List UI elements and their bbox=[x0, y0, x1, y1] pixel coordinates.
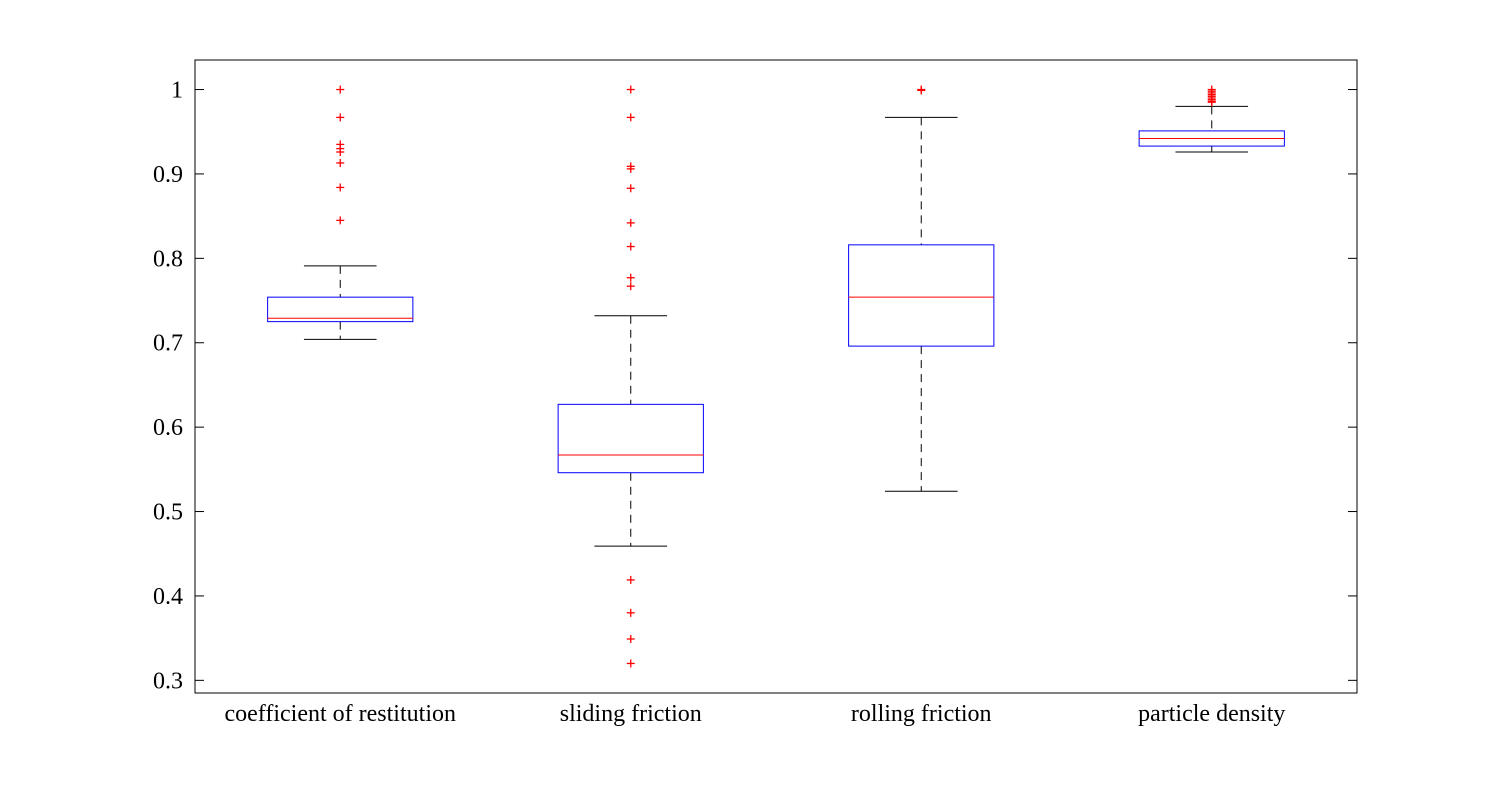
outlier-marker bbox=[626, 608, 635, 617]
outlier-marker bbox=[626, 242, 635, 251]
y-tick-label: 0.3 bbox=[153, 668, 183, 694]
y-tick-label: 0.8 bbox=[153, 246, 183, 272]
outlier-marker bbox=[336, 85, 345, 94]
y-tick-label: 0.9 bbox=[153, 162, 183, 188]
category-label: rolling friction bbox=[851, 701, 992, 727]
outlier-marker bbox=[626, 634, 635, 643]
category-label: sliding friction bbox=[560, 701, 702, 727]
iqr-box bbox=[267, 296, 414, 323]
outlier-marker bbox=[336, 216, 345, 225]
y-tick-label: 0.5 bbox=[153, 500, 183, 526]
y-tick-label: 0.6 bbox=[153, 415, 183, 441]
outlier-marker bbox=[626, 575, 635, 584]
outlier-marker bbox=[336, 158, 345, 167]
y-tick-label: 0.4 bbox=[153, 584, 183, 610]
outlier-marker bbox=[336, 147, 345, 156]
y-tick-label: 0.7 bbox=[153, 331, 183, 357]
outlier-marker bbox=[626, 273, 635, 282]
category-label: particle density bbox=[1138, 701, 1285, 727]
outlier-marker bbox=[626, 85, 635, 94]
y-tick-label: 1 bbox=[171, 78, 183, 104]
outlier-marker bbox=[626, 164, 635, 173]
outlier-marker bbox=[626, 282, 635, 291]
outlier-marker bbox=[1207, 98, 1216, 107]
outlier-marker bbox=[626, 218, 635, 227]
iqr-box bbox=[557, 403, 704, 474]
outlier-marker bbox=[626, 184, 635, 193]
outlier-marker bbox=[626, 113, 635, 122]
iqr-box bbox=[848, 244, 995, 347]
plot-area-frame bbox=[194, 59, 1358, 694]
outlier-marker bbox=[336, 113, 345, 122]
outlier-marker bbox=[626, 659, 635, 668]
outlier-marker bbox=[917, 86, 926, 95]
category-label: coefficient of restitution bbox=[225, 701, 456, 727]
outlier-marker bbox=[336, 183, 345, 192]
